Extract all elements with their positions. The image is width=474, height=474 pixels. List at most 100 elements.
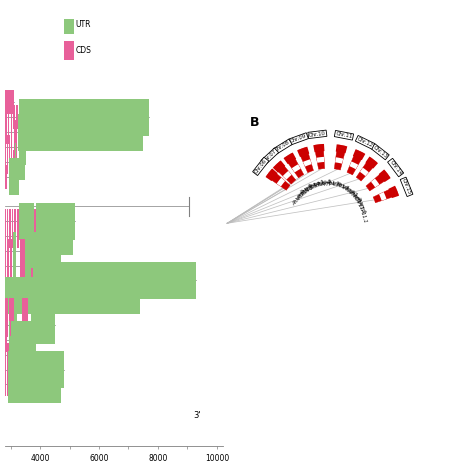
Polygon shape [317,157,324,163]
Bar [10,336,19,373]
Text: AhMTP2.4: AhMTP2.4 [296,182,318,201]
Polygon shape [315,150,325,169]
Bar [5,239,6,263]
Bar [25,247,61,284]
Bar [13,105,15,129]
Polygon shape [347,155,362,175]
Bar [31,307,55,344]
Bar [22,298,27,322]
Bar [5,328,7,352]
Bar [5,298,8,322]
Polygon shape [271,173,290,190]
Text: UTR: UTR [75,20,91,29]
Polygon shape [278,166,296,184]
Polygon shape [373,189,393,203]
Bar [22,313,28,337]
Polygon shape [371,179,379,187]
Text: AhMTP10.2: AhMTP10.2 [292,183,314,206]
Bar [34,209,36,233]
Bar [13,150,14,174]
Bar [15,209,16,233]
Text: B: B [250,116,260,129]
Bar [5,357,6,382]
Polygon shape [277,178,285,186]
Text: AhMTP11.2: AhMTP11.2 [349,188,367,215]
Bar [17,209,19,233]
Bar [16,135,18,159]
Text: AhMTPC4.1: AhMTPC4.1 [299,179,326,196]
Bar [9,135,10,159]
Bar [8,239,9,263]
Bar [33,262,196,299]
Bar [13,247,16,284]
Bar [8,254,9,278]
Bar [31,268,33,292]
Bar [34,224,36,248]
Text: Chr.15: Chr.15 [401,178,412,196]
Text: Chr.14: Chr.14 [389,159,403,176]
Bar [23,99,149,136]
Bar [5,120,7,144]
Bar [9,224,10,248]
Bar [20,254,25,278]
Bar [9,158,19,195]
Bar [36,218,73,255]
Bar [27,262,31,299]
Bar [12,209,13,233]
Bar [8,343,9,367]
Bar [23,218,34,255]
Bar [15,143,16,180]
Text: AhMTP1.1: AhMTP1.1 [326,180,350,191]
Bar [15,224,16,248]
Bar [19,202,22,240]
Bar [5,224,6,248]
Bar [12,224,13,248]
Text: Chr.09: Chr.09 [290,134,308,144]
Bar [10,120,12,144]
Polygon shape [379,192,386,201]
Bar [5,254,6,278]
Bar [7,150,8,174]
Bar [8,366,61,403]
Bar [19,143,25,180]
Bar [5,91,14,115]
Polygon shape [301,153,313,173]
Polygon shape [303,159,311,166]
Text: Chr.11: Chr.11 [335,131,353,139]
Text: AhMTP11.1: AhMTP11.1 [355,195,367,223]
Bar [20,128,22,165]
Polygon shape [335,157,343,164]
Text: AhMTP4.2: AhMTP4.2 [315,181,339,187]
Bar [5,343,6,367]
Text: AhMTPB2: AhMTPB2 [342,184,362,204]
Bar [9,321,10,358]
Bar [5,164,7,189]
Text: CDS: CDS [75,46,91,55]
Bar [7,135,8,159]
Bar [64,41,74,60]
Text: Chr.06: Chr.06 [254,158,268,174]
Bar [7,372,8,396]
Text: Chr.07: Chr.07 [262,149,278,164]
Polygon shape [366,174,385,191]
Bar [5,313,8,337]
Bar [14,307,17,344]
Bar [5,135,6,159]
Polygon shape [334,151,345,170]
Bar [17,224,19,248]
Bar [8,351,64,388]
Bar [14,135,15,159]
Bar [14,120,17,144]
Bar [22,268,25,292]
Bar [10,254,12,278]
Bar [5,209,6,233]
Bar [18,114,143,151]
Bar [16,105,18,129]
Polygon shape [292,164,301,173]
Text: 3': 3' [193,411,201,420]
Bar [7,209,8,233]
Bar [36,202,75,240]
Bar [5,372,6,396]
Polygon shape [356,162,373,181]
Bar [5,105,7,129]
